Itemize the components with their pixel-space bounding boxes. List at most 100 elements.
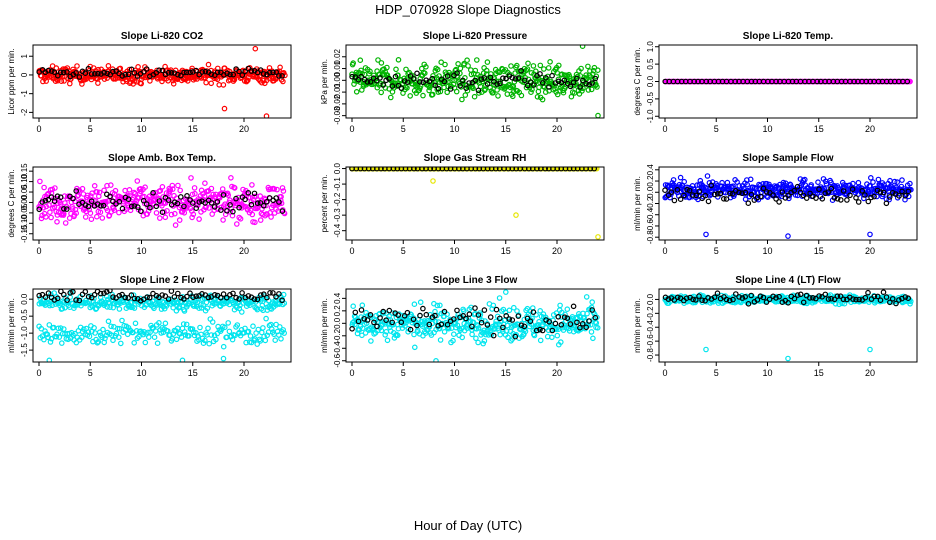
data-point <box>88 294 95 301</box>
data-point <box>206 340 213 347</box>
plot-frame <box>658 288 918 363</box>
data-point <box>470 85 476 92</box>
data-point <box>42 294 49 300</box>
data-point <box>280 327 287 333</box>
data-point <box>91 291 98 298</box>
data-point <box>187 69 193 76</box>
data-point <box>73 210 80 217</box>
data-point <box>168 70 175 76</box>
data-point <box>398 319 405 326</box>
data-point <box>896 193 902 199</box>
data-point <box>586 81 593 88</box>
data-point <box>557 302 563 309</box>
data-point <box>692 297 699 303</box>
data-point <box>220 355 227 362</box>
data-point <box>70 289 76 295</box>
y-tick-label: -0.01 <box>333 82 342 101</box>
y-tick-label: 0.05 <box>20 184 29 200</box>
data-point <box>119 291 125 298</box>
data-point <box>273 69 280 75</box>
data-point <box>583 294 590 300</box>
data-point <box>472 305 478 311</box>
data-point <box>280 188 287 194</box>
x-tick-label: 10 <box>136 246 146 256</box>
data-point <box>230 290 236 297</box>
data-point <box>414 70 420 77</box>
x-tick-label: 15 <box>814 368 824 378</box>
data-point <box>577 324 583 331</box>
data-point <box>349 73 355 80</box>
data-point <box>587 68 593 74</box>
data-point <box>196 199 203 205</box>
panel-7: Slope Line 3 Flow 0 5 10 15 20 -0.6-0.4-0.20.0… <box>320 275 605 378</box>
data-point <box>135 64 141 70</box>
data-point <box>242 68 248 75</box>
data-points <box>349 289 601 362</box>
data-point <box>484 59 491 65</box>
data-point <box>231 76 238 83</box>
data-point <box>196 216 202 222</box>
data-point <box>726 297 733 304</box>
data-point <box>555 62 562 69</box>
x-tick-label: 10 <box>136 124 146 134</box>
x-tick-label: 20 <box>552 246 562 256</box>
data-point <box>202 337 208 344</box>
data-point <box>247 333 254 339</box>
data-point <box>502 289 509 295</box>
data-point <box>589 307 596 313</box>
data-point <box>359 70 365 77</box>
data-point <box>189 191 196 198</box>
y-tick-label: 0.00 <box>20 194 29 210</box>
data-point <box>455 60 461 67</box>
data-point <box>500 75 506 82</box>
data-point <box>588 86 595 93</box>
data-point <box>831 296 838 303</box>
data-point <box>183 69 190 76</box>
data-point <box>760 185 767 192</box>
data-point <box>525 60 531 67</box>
data-point <box>904 78 911 85</box>
data-point <box>429 91 436 98</box>
data-point <box>889 295 896 302</box>
data-point <box>202 180 208 187</box>
data-point <box>257 200 264 206</box>
data-point <box>411 167 417 172</box>
y-axis-label: ml/min per min. <box>633 298 642 353</box>
data-point <box>116 334 122 341</box>
data-point <box>100 326 106 333</box>
x-tick-label: 20 <box>552 368 562 378</box>
data-point <box>108 332 115 339</box>
data-point <box>570 303 577 310</box>
data-point <box>278 200 285 207</box>
data-point <box>899 188 905 195</box>
data-point <box>153 210 160 216</box>
data-point <box>280 78 286 85</box>
data-point <box>671 297 678 303</box>
data-point <box>254 296 261 303</box>
x-tick-label: 5 <box>714 368 719 378</box>
data-point <box>184 193 190 199</box>
data-point <box>200 340 207 347</box>
data-point <box>193 205 200 212</box>
data-point <box>73 70 79 76</box>
y-tick-label: 0.0 <box>20 293 29 305</box>
x-tick-label: 5 <box>714 246 719 256</box>
data-points <box>36 175 288 228</box>
data-point <box>417 312 423 319</box>
data-point <box>170 81 177 87</box>
data-point <box>791 187 798 194</box>
data-point <box>352 309 359 316</box>
data-point <box>227 291 233 298</box>
data-point <box>267 289 273 296</box>
data-point <box>140 197 147 204</box>
y-tick-label: 0.01 <box>333 60 342 76</box>
y-tick-label: -0.15 <box>20 224 29 243</box>
x-tick-label: 0 <box>349 124 354 134</box>
x-tick-label: 10 <box>449 124 459 134</box>
data-point <box>693 192 700 199</box>
data-point <box>357 57 364 64</box>
data-point <box>557 339 564 345</box>
data-point <box>590 335 596 342</box>
y-tick-label: -0.05 <box>20 203 29 222</box>
data-point <box>496 295 503 301</box>
